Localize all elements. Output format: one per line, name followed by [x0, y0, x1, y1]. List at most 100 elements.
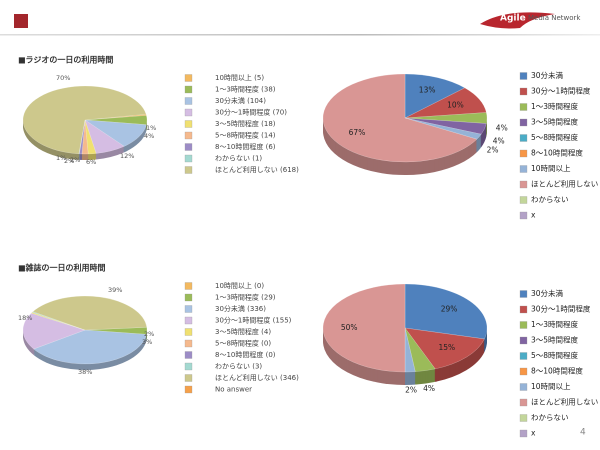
- legend-swatch: [184, 120, 193, 128]
- legend-label: 8～10時間程度 (6): [215, 142, 276, 151]
- data-label: 4%: [493, 136, 505, 145]
- legend-swatch: [519, 196, 528, 204]
- page-number: 4: [580, 428, 586, 438]
- annotation: 2%: [70, 156, 80, 164]
- legend-swatch: [519, 72, 528, 80]
- legend-label: わからない (1): [215, 155, 262, 163]
- legend-label: ほとんど利用しない (346): [215, 373, 299, 382]
- annotation: 38%: [78, 368, 92, 376]
- legend-label: 30分～1時間程度 (155): [215, 316, 292, 325]
- legend-swatch: [184, 97, 193, 105]
- slice: [404, 327, 485, 370]
- legend-label: 3～5時間程度: [531, 335, 579, 345]
- legend-label: 8～10時間程度: [531, 148, 583, 158]
- data-label: 13%: [419, 86, 436, 95]
- legend-swatch: [184, 316, 193, 325]
- legend-swatch: [519, 134, 528, 142]
- header-rule: [0, 34, 600, 36]
- legend-label: 1～3時間程度 (38): [215, 85, 276, 94]
- legend-label: 3～5時間程度 (4): [215, 327, 271, 336]
- legend-label: ほとんど利用しない (618): [215, 165, 299, 174]
- legend-swatch: [519, 149, 528, 158]
- slice: [22, 312, 86, 350]
- legend-label: 30分未満 (104): [215, 96, 266, 105]
- annotation: 3%: [142, 338, 152, 346]
- annotation: 70%: [56, 74, 70, 82]
- slice: [322, 283, 406, 373]
- legend-swatch: [519, 305, 528, 314]
- slice: [404, 283, 488, 340]
- data-label: 50%: [341, 323, 358, 332]
- legend-label: 30分～1時間程度: [531, 86, 591, 96]
- annotation: 1%: [56, 154, 66, 162]
- legend-swatch: [519, 321, 528, 329]
- legend-swatch: [519, 336, 528, 345]
- legend-label: ほとんど利用しない: [531, 179, 598, 189]
- data-label: 67%: [349, 128, 366, 137]
- annotation: 2%: [64, 157, 74, 165]
- legend-label: 30分未満 (336): [215, 304, 266, 313]
- legend-label: 1～3時間程度: [531, 101, 579, 111]
- legend-label: 3～5時間程度 (18): [215, 119, 276, 128]
- legend-swatch: [519, 352, 528, 360]
- legend-label: 5～8時間程度: [531, 350, 579, 360]
- annotation: 1%: [146, 124, 156, 132]
- legend-swatch: [519, 165, 528, 173]
- legend-swatch: [184, 108, 193, 117]
- section-title: ■雑誌の一日の利用時間: [18, 263, 106, 273]
- legend-swatch: [184, 339, 193, 348]
- header-square: [14, 14, 28, 28]
- annotation: 18%: [18, 314, 32, 322]
- legend-label: x: [531, 429, 536, 438]
- logo-swoosh: [480, 12, 555, 29]
- legend-label: わからない: [531, 195, 569, 204]
- legend-label: 30分未満: [531, 288, 564, 298]
- legend-label: 30分～1時間程度 (70): [215, 108, 287, 117]
- legend-swatch: [519, 429, 528, 438]
- legend-label: 5～8時間程度 (0): [215, 339, 271, 348]
- legend-label: 10時間以上 (5): [215, 73, 264, 82]
- slice: [33, 329, 147, 365]
- legend-label: 3～5時間程度: [531, 117, 579, 127]
- data-label: 2%: [405, 385, 417, 394]
- logo-main: Agile: [500, 14, 526, 24]
- legend-label: 5～8時間程度: [531, 132, 579, 142]
- legend-label: わからない (3): [215, 363, 262, 371]
- legend-label: 30分～1時間程度: [531, 304, 591, 314]
- legend-swatch: [519, 118, 528, 127]
- legend-swatch: [184, 305, 193, 313]
- legend-swatch: [184, 143, 193, 151]
- legend-swatch: [519, 180, 528, 189]
- data-label: 15%: [438, 343, 455, 352]
- logo-sub: Media Network: [528, 14, 581, 22]
- slice: [32, 295, 148, 331]
- legend-label: 10時間以上: [531, 164, 571, 173]
- legend-swatch: [184, 74, 193, 82]
- legend-swatch: [519, 367, 528, 376]
- legend-swatch: [519, 383, 528, 391]
- legend-label: 8～10時間程度 (0): [215, 350, 276, 359]
- annotation: 12%: [120, 152, 134, 160]
- legend-swatch: [184, 374, 193, 382]
- legend-label: 8～10時間程度: [531, 366, 583, 376]
- legend-swatch: [184, 131, 193, 140]
- legend-label: x: [531, 211, 536, 220]
- slice: [404, 73, 466, 119]
- legend-swatch: [184, 328, 193, 336]
- legend-swatch: [184, 282, 193, 290]
- data-label: 4%: [423, 384, 435, 393]
- legend-swatch: [519, 87, 528, 96]
- legend-label: 10時間以上: [531, 382, 571, 391]
- data-label: 29%: [441, 305, 458, 314]
- legend-label: わからない: [531, 413, 569, 422]
- legend-label: 1～3時間程度 (29): [215, 293, 276, 302]
- legend-swatch: [184, 293, 193, 302]
- section-title: ■ラジオの一日の利用時間: [18, 55, 113, 65]
- legend-swatch: [184, 385, 193, 394]
- legend-label: No answer: [215, 386, 252, 394]
- legend-swatch: [519, 211, 528, 220]
- slice: [22, 85, 147, 155]
- data-label: 4%: [496, 124, 508, 133]
